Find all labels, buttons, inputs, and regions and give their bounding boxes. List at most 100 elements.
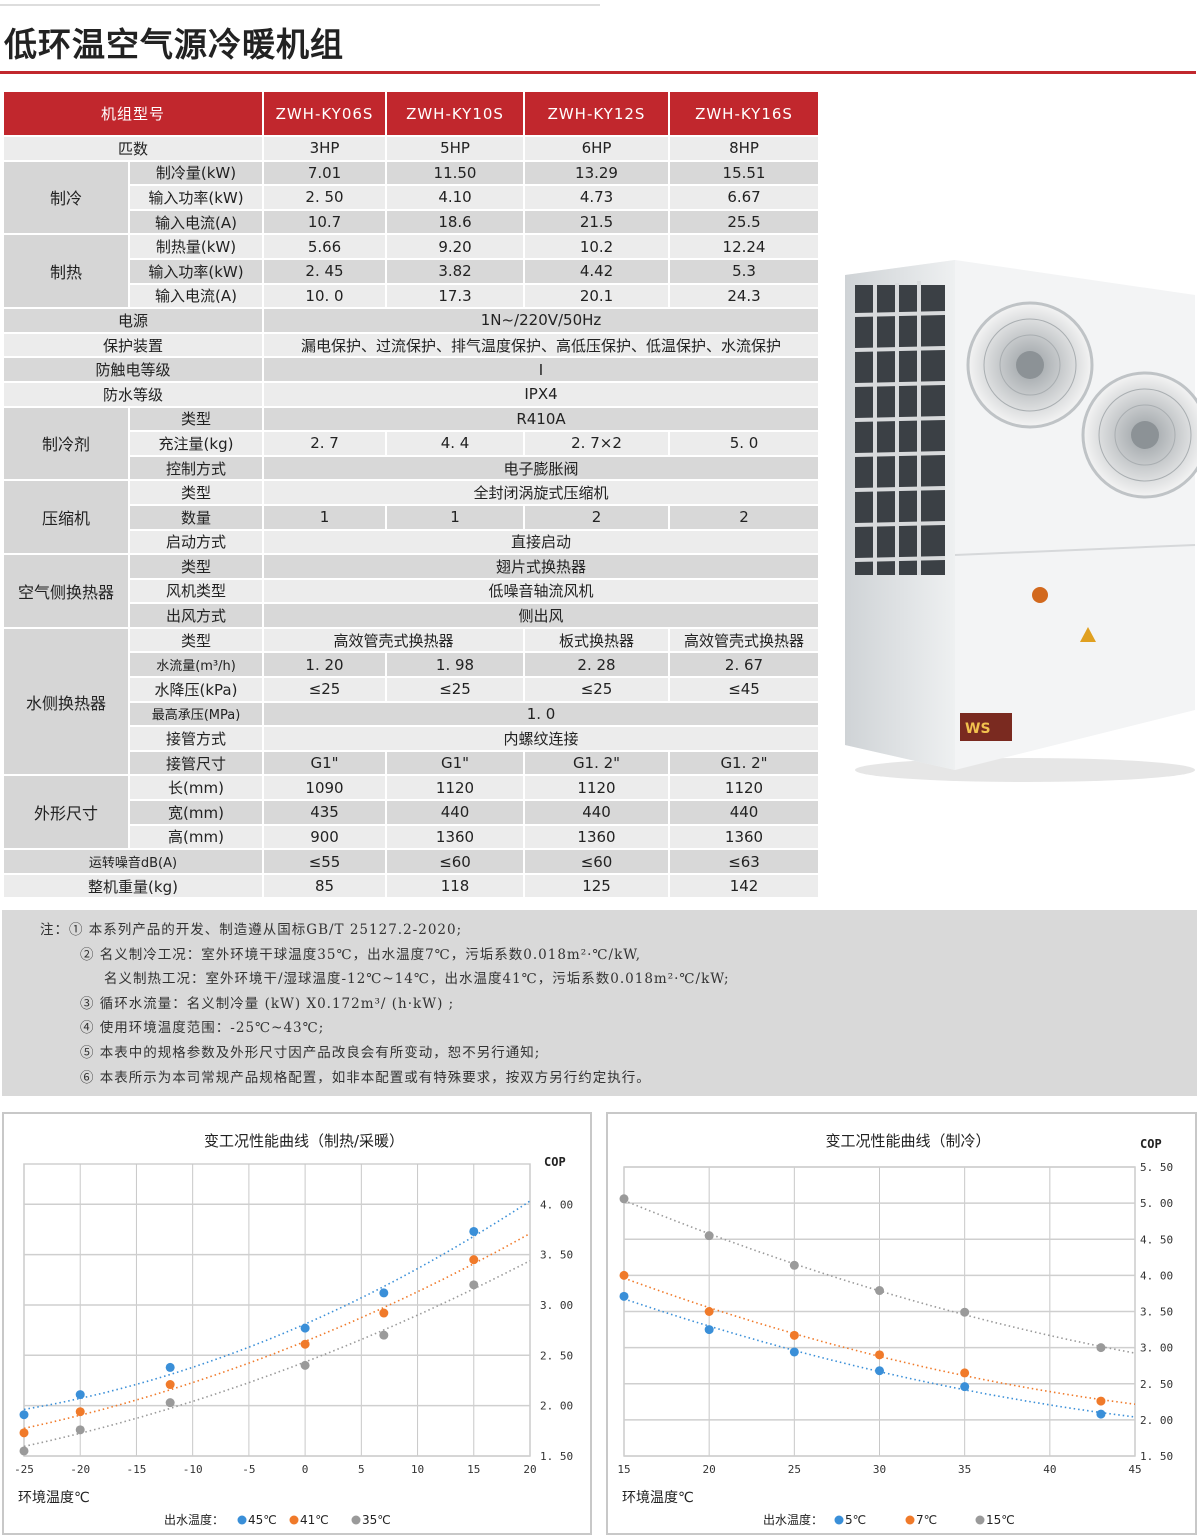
data-point xyxy=(619,1270,629,1280)
data-point xyxy=(19,1446,29,1456)
cell-value: 435 xyxy=(262,799,388,826)
cell-value: 85 xyxy=(262,872,388,900)
trendline-41℃ xyxy=(23,1232,531,1430)
header-model: ZWH-KY16S xyxy=(668,90,821,137)
cell-value: ≤25 xyxy=(523,676,671,703)
cell-value: 2. 7 xyxy=(262,430,388,457)
cell-value: G1" xyxy=(262,749,388,777)
x-axis-label: 环境温度℃ xyxy=(18,1490,90,1506)
cell-value: 3HP xyxy=(262,135,388,162)
data-point xyxy=(469,1255,479,1265)
cell-value: 18.6 xyxy=(385,208,526,236)
cell-value: 10. 0 xyxy=(262,282,388,310)
table-row: 制冷剂 类型 R410A xyxy=(2,405,821,482)
cell-value: 1090 xyxy=(262,774,388,802)
row-label: 保护装置 xyxy=(1,331,265,359)
cell-value: 24.3 xyxy=(668,282,821,310)
cell-value: 4.42 xyxy=(523,257,671,285)
data-point xyxy=(19,1410,29,1420)
row-label: 出风方式 xyxy=(127,602,265,629)
data-point xyxy=(875,1366,884,1376)
x-tick-label: -20 xyxy=(70,1463,90,1476)
cell-value: 1120 xyxy=(668,774,821,802)
x-tick-label: 40 xyxy=(1043,1463,1056,1476)
note-line: ④ 使用环境温度范围：-25℃~43℃; xyxy=(80,1020,325,1037)
cell-value: 2. 45 xyxy=(262,257,388,285)
data-point xyxy=(75,1407,85,1417)
note-line: 名义制热工况：室外环境干/湿球温度-12℃~14℃，出水温度41℃，污垢系数0.… xyxy=(104,971,730,988)
data-point xyxy=(875,1350,884,1360)
legend-label: 45℃ xyxy=(248,1513,277,1527)
note-line: ⑤ 本表中的规格参数及外形尺寸因产品改良会有所变动，恕不另行通知; xyxy=(80,1044,541,1061)
cell-value: 漏电保护、过流保护、排气温度保护、高低压保护、低温保护、水流保护 xyxy=(262,331,821,359)
table-row: 充注量(kg) 2. 7 4. 4 2. 7×2 5. 0 xyxy=(3,430,821,457)
legend-marker xyxy=(834,1515,844,1525)
table-row: 制冷 制冷量(kW) 7.01 11.50 13.29 15.51 xyxy=(2,159,821,236)
cell-value: 6HP xyxy=(523,135,671,162)
row-label: 接管方式 xyxy=(127,725,265,752)
row-label: 宽(mm) xyxy=(127,799,265,826)
y-tick-label: 5. 50 xyxy=(1140,1161,1173,1174)
cell-value: 13.29 xyxy=(523,159,671,187)
cell-value: 9.20 xyxy=(385,233,526,260)
cell-value: 2. 50 xyxy=(262,184,388,211)
row-label: 类型 xyxy=(127,626,265,654)
cell-value: G1" xyxy=(385,749,526,777)
table-row: 数量 1 1 2 2 xyxy=(3,503,821,531)
cell-value: 2. 7×2 xyxy=(523,430,671,457)
cell-value: 1120 xyxy=(385,774,526,802)
title-underline xyxy=(0,71,1196,74)
row-group-label: 空气侧换热器 xyxy=(2,553,130,629)
cell-value: 8HP xyxy=(668,135,821,162)
note-line: ③ 循环水流量：名义制冷量 (kW) X0.172m³/ (h·kW) ; xyxy=(80,995,455,1012)
cell-value: 全封闭涡旋式压缩机 xyxy=(262,479,821,506)
y-axis-label: COP xyxy=(544,1155,566,1169)
row-label: 防触电等级 xyxy=(1,356,265,383)
data-point xyxy=(469,1226,479,1236)
cell-value: 17.3 xyxy=(385,282,526,310)
row-label: 类型 xyxy=(127,479,265,506)
heating-performance-chart: 变工况性能曲线（制热/采暖） -25 -20 -15 -10 -5 0 5 10 15 20 1. 5… xyxy=(2,1112,592,1535)
data-point xyxy=(75,1425,85,1435)
cell-value: 1N~/220V/50Hz xyxy=(262,307,821,334)
cell-value: 1. 98 xyxy=(385,651,526,679)
data-point xyxy=(619,1291,629,1301)
cell-value: G1. 2" xyxy=(523,749,671,777)
table-row: 水流量(m³/h) 1. 20 1. 98 2. 28 2. 67 xyxy=(3,651,821,679)
x-tick-label: 25 xyxy=(788,1463,801,1476)
note-line: 注：① 本系列产品的开发、制造遵从国标GB/T 25127.2-2020; xyxy=(40,918,1197,943)
cell-value: 2 xyxy=(668,503,821,531)
table-row: 输入功率(kW) 2. 50 4.10 4.73 6.67 xyxy=(3,184,821,211)
cell-value: 12.24 xyxy=(668,233,821,260)
row-label: 类型 xyxy=(127,553,265,580)
plot-area xyxy=(23,1163,531,1457)
y-tick-label: 4. 50 xyxy=(1140,1233,1173,1246)
cell-value: 5.3 xyxy=(668,257,821,285)
legend-title: 出水温度： xyxy=(164,1512,224,1527)
y-tick-label: 1. 50 xyxy=(540,1450,573,1463)
x-axis-label: 环境温度℃ xyxy=(622,1490,694,1506)
x-tick-label: -15 xyxy=(127,1463,147,1476)
top-divider xyxy=(0,4,600,6)
cell-value: I xyxy=(262,356,821,383)
row-label: 启动方式 xyxy=(127,528,265,556)
cell-value: 4.73 xyxy=(523,184,671,211)
cell-value: 900 xyxy=(262,823,388,851)
row-label: 输入电流(A) xyxy=(127,282,265,310)
table-row: 匹数 3HP 5HP 6HP 8HP xyxy=(1,135,821,162)
data-point xyxy=(789,1260,799,1270)
cell-value: 1. 0 xyxy=(262,700,821,728)
table-row: 接管方式 内螺纹连接 xyxy=(3,725,821,752)
row-label: 输入功率(kW) xyxy=(127,184,265,211)
cell-value: 20.1 xyxy=(523,282,671,310)
cell-value: 440 xyxy=(523,799,671,826)
legend-label: 41℃ xyxy=(300,1513,329,1527)
legend-marker xyxy=(905,1515,915,1525)
x-tick-label: -5 xyxy=(242,1463,255,1476)
data-point xyxy=(619,1194,629,1204)
table-row: 空气侧换热器 类型 翅片式换热器 xyxy=(2,553,821,629)
legend-label: 7℃ xyxy=(916,1513,937,1527)
cell-value: 15.51 xyxy=(668,159,821,187)
y-tick-label: 3. 00 xyxy=(1140,1342,1173,1355)
cell-value: G1. 2" xyxy=(668,749,821,777)
